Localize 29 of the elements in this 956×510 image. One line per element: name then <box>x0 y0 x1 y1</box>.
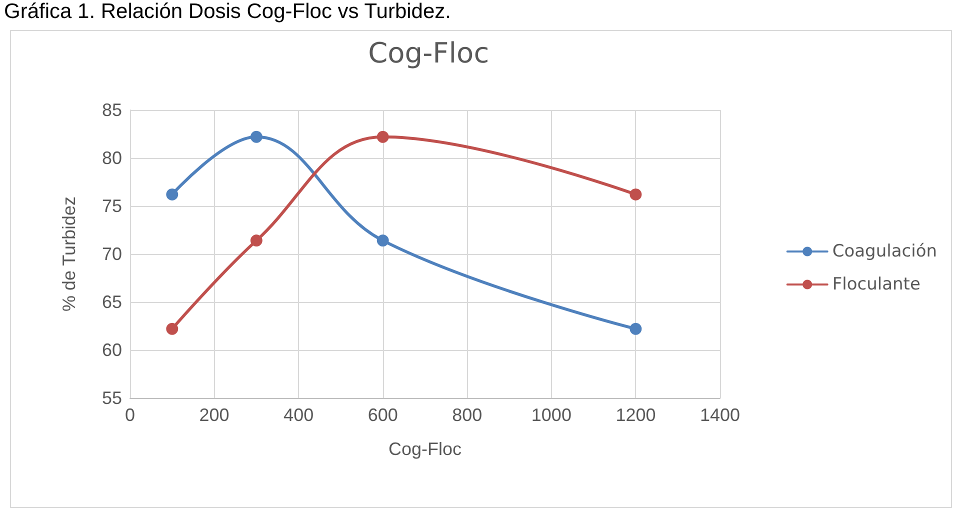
x-tick-label: 1400 <box>700 405 740 425</box>
point <box>376 130 389 143</box>
y-tick-label: 85 <box>102 100 122 120</box>
point <box>376 234 389 247</box>
x-tick-label: 600 <box>368 405 398 425</box>
text: Gráfica 1. Relación Dosis Cog-Floc vs Turbidez. <box>4 0 451 24</box>
x-tick-label: 400 <box>284 405 314 425</box>
y-tick-label: 60 <box>102 340 122 360</box>
point <box>630 322 642 335</box>
legend-label: Coagulación <box>832 242 937 262</box>
y-tick-label: 75 <box>102 196 122 216</box>
x-tick-label: 200 <box>199 405 230 425</box>
x-tick-label: 1000 <box>531 405 572 425</box>
legend-label: Floculante <box>832 274 920 294</box>
point <box>250 130 262 143</box>
chart-title: Cog-Floc <box>368 36 490 70</box>
y-tick-label: 65 <box>102 292 122 312</box>
y-axis-title: % de Turbidez <box>59 196 79 312</box>
x-axis-title: Cog-Floc <box>388 439 462 459</box>
y-tick-label: 70 <box>102 244 122 264</box>
x-tick-label: 1200 <box>616 405 656 425</box>
y-tick-label: 80 <box>102 148 122 168</box>
x-tick-label: 0 <box>124 405 136 425</box>
point <box>250 234 262 247</box>
x-tick-label: 800 <box>452 405 482 425</box>
y-tick-label: 55 <box>102 388 122 408</box>
point <box>630 188 642 200</box>
point <box>166 188 178 200</box>
point <box>166 322 178 335</box>
